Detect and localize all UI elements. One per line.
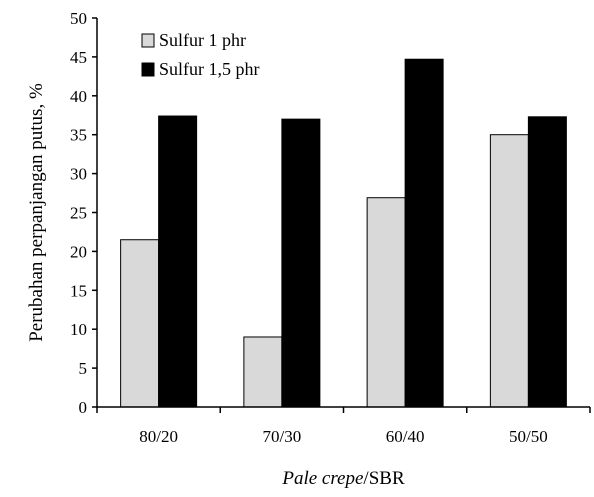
x-axis-title-plain: /SBR [363,468,405,489]
bar-series-1 [489,134,529,408]
legend-label: Sulfur 1 phr [159,30,246,50]
y-tick-label: 25 [70,204,87,223]
legend-label: Sulfur 1,5 phr [159,59,260,79]
legend: Sulfur 1 phr Sulfur 1,5 phr [141,30,260,79]
bar-series-1 [243,336,283,408]
x-axis-title: Pale crepe/SBR [281,468,405,489]
x-tick-label: 50/50 [509,427,548,446]
bars-group [120,58,567,408]
bar-series-2 [404,58,444,408]
y-tick-label: 35 [70,126,87,145]
y-ticks-group: 0 5 10 15 20 25 30 35 40 45 50 [70,9,97,417]
y-tick-label: 20 [70,242,87,261]
bar-series-2 [158,115,198,408]
y-tick-label: 30 [70,165,87,184]
y-tick-label: 15 [70,281,87,300]
y-axis-title: Perubahan perpanjangan putus, % [26,83,47,342]
x-tick-label: 60/40 [386,427,425,446]
bar-series-1 [120,239,160,408]
legend-swatch [141,62,155,77]
bar-series-2 [527,116,567,408]
bar-series-2 [281,118,321,408]
y-tick-label: 40 [70,87,87,106]
x-tick-label: 70/30 [263,427,302,446]
bar-series-1 [366,197,406,408]
y-tick-label: 50 [70,9,87,28]
y-tick-label: 0 [79,398,88,417]
x-axis-title-italic: Pale crepe [281,468,363,489]
legend-swatch [141,33,155,48]
x-tick-label: 80/20 [139,427,178,446]
y-tick-label: 10 [70,320,87,339]
y-tick-label: 5 [79,359,88,378]
y-tick-label: 45 [70,48,87,67]
x-ticks-group: 80/20 70/30 60/40 50/50 [96,407,591,446]
